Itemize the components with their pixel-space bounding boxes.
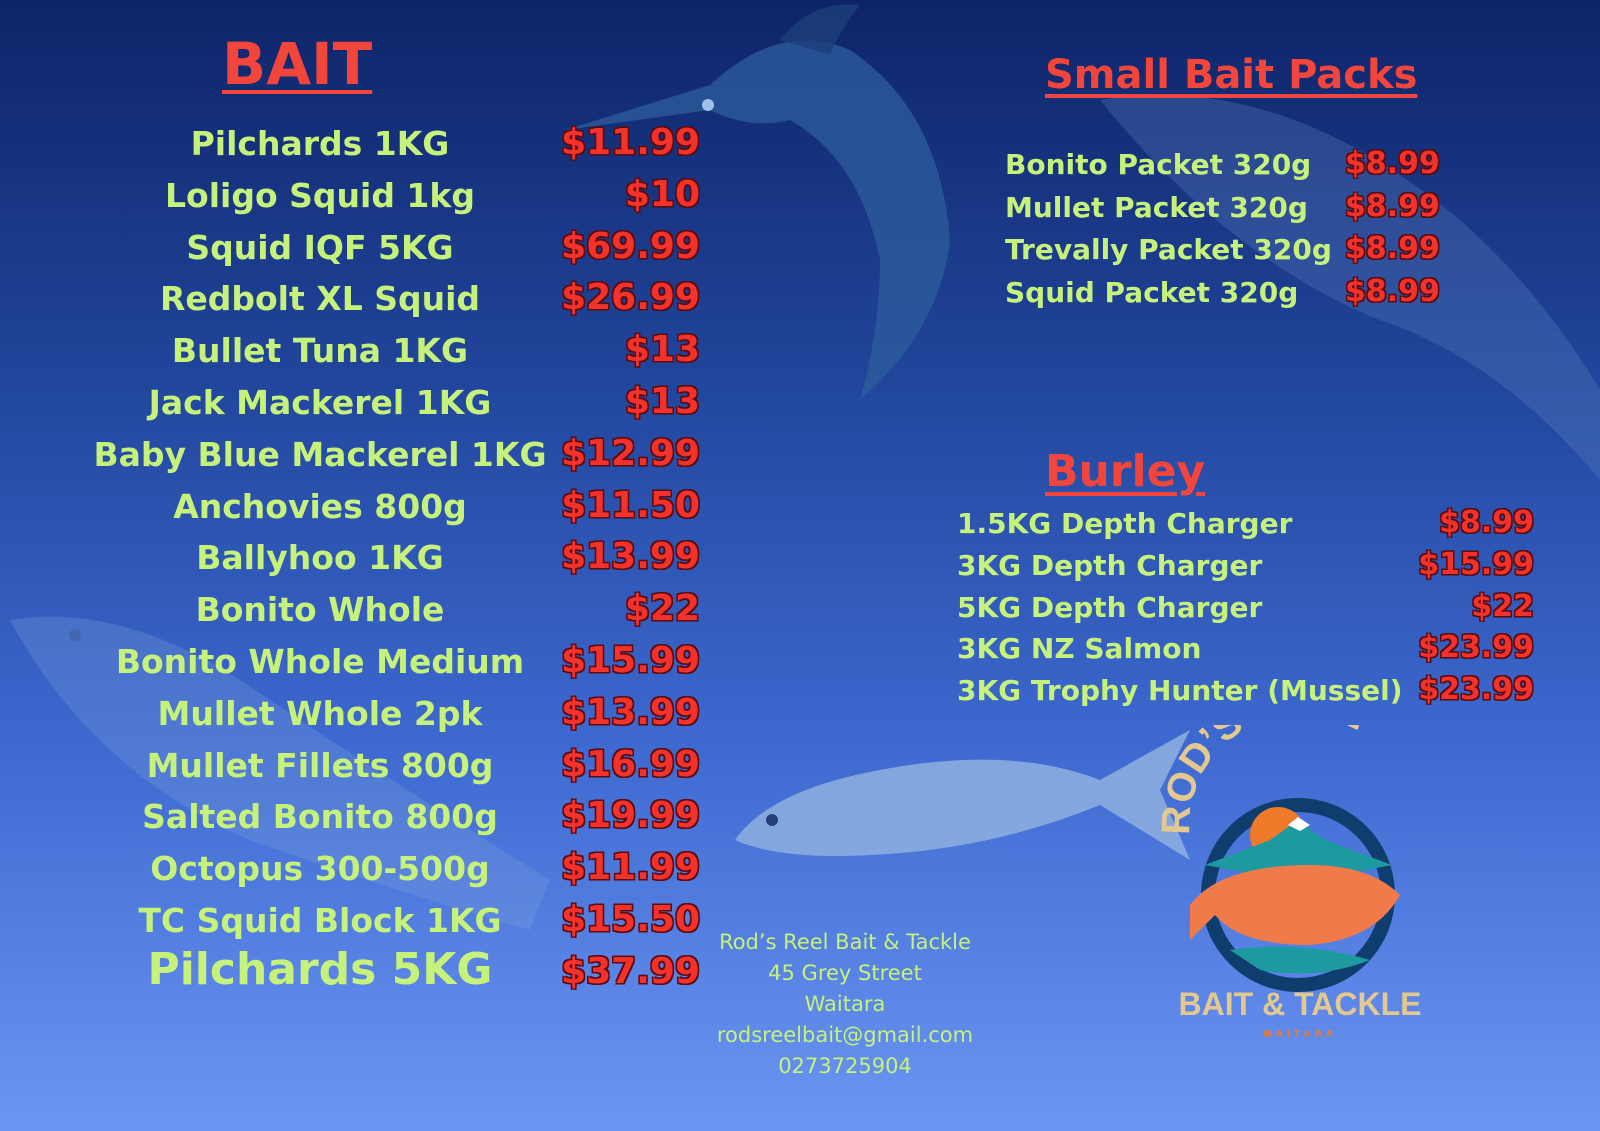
item-name: Ballyhoo 1KG bbox=[196, 538, 444, 578]
item-name: 3KG Depth Charger bbox=[957, 548, 1263, 582]
item-name: Bonito Packet 320g bbox=[1005, 148, 1312, 181]
item-price: $13 bbox=[624, 329, 700, 371]
item-name: Bonito Whole bbox=[195, 590, 445, 630]
item-price: $23.99 bbox=[1418, 672, 1534, 708]
item-price: $16.99 bbox=[561, 743, 700, 785]
item-price: $15.99 bbox=[1418, 546, 1534, 582]
item-price: $8.99 bbox=[1345, 146, 1440, 181]
item-name: Octopus 300-500g bbox=[150, 849, 490, 889]
item-price: $13.99 bbox=[561, 691, 700, 733]
rods-reel-logo: ROD’S REEL BAIT & TACKLE WAITARA bbox=[1160, 725, 1422, 1040]
item-name: Baby Blue Mackerel 1KG bbox=[93, 434, 547, 474]
item-price: $8.99 bbox=[1345, 188, 1440, 224]
item-price: $11.50 bbox=[561, 484, 700, 526]
item-price: $12.99 bbox=[561, 432, 700, 474]
item-price: $22 bbox=[1471, 588, 1534, 624]
item-name: Bonito Whole Medium bbox=[115, 642, 525, 681]
item-price: $15.50 bbox=[561, 899, 700, 940]
background-fish-illustration bbox=[10, 616, 550, 930]
item-price: $13.99 bbox=[561, 536, 700, 578]
item-name: Salted Bonito 800g bbox=[142, 797, 498, 837]
item-name: Squid IQF 5KG bbox=[186, 227, 454, 267]
svg-text:BAIT & TACKLE: BAIT & TACKLE bbox=[1179, 986, 1422, 1022]
item-name: Trevally Packet 320g bbox=[1005, 233, 1332, 266]
phone: 0273725904 bbox=[778, 1054, 912, 1078]
item-price: $22 bbox=[624, 588, 700, 630]
item-name: 1.5KG Depth Charger bbox=[957, 507, 1293, 540]
item-name: Pilchards 1KG bbox=[190, 124, 450, 163]
bait-heading: BAIT bbox=[222, 30, 373, 98]
street-address: 45 Grey Street bbox=[768, 961, 922, 985]
email: rodsreelbait@gmail.com bbox=[716, 1023, 974, 1047]
item-name: Bullet Tuna 1KG bbox=[171, 331, 469, 371]
item-price: $13 bbox=[624, 381, 700, 422]
item-name: Squid Packet 320g bbox=[1005, 275, 1299, 309]
item-name: Pilchards 5KG bbox=[147, 944, 493, 995]
item-name: Anchovies 800g bbox=[173, 486, 467, 526]
item-name: Jack Mackerel 1KG bbox=[148, 383, 492, 422]
town: Waitara bbox=[804, 992, 886, 1016]
item-name: Mullet Packet 320g bbox=[1005, 190, 1308, 224]
fish-illustration bbox=[735, 730, 1190, 860]
business-name: Rod’s Reel Bait & Tackle bbox=[719, 930, 971, 954]
item-name: 5KG Depth Charger bbox=[957, 590, 1263, 624]
item-name: 3KG NZ Salmon bbox=[957, 632, 1202, 666]
item-price: $11.99 bbox=[561, 847, 700, 889]
item-price: $15.99 bbox=[561, 640, 700, 681]
item-price: $11.99 bbox=[561, 122, 700, 163]
burley-heading: Burley bbox=[1045, 446, 1206, 497]
item-price: $8.99 bbox=[1345, 231, 1440, 266]
item-price: $8.99 bbox=[1439, 505, 1534, 540]
item-name: Mullet Fillets 800g bbox=[146, 745, 494, 785]
small-bait-packs-heading: Small Bait Packs bbox=[1045, 52, 1418, 98]
item-price: $10 bbox=[624, 173, 700, 215]
item-price: $69.99 bbox=[561, 225, 700, 267]
item-name: Redbolt XL Squid bbox=[159, 279, 481, 319]
item-name: Mullet Whole 2pk bbox=[157, 693, 483, 733]
item-price: $37.99 bbox=[561, 950, 700, 992]
item-price: $19.99 bbox=[561, 795, 700, 837]
item-name: TC Squid Block 1KG bbox=[138, 901, 502, 940]
item-price: $23.99 bbox=[1418, 630, 1534, 666]
item-name: Loligo Squid 1kg bbox=[165, 175, 475, 215]
item-name: 3KG Trophy Hunter (Mussel) bbox=[957, 674, 1403, 708]
item-price: $8.99 bbox=[1345, 273, 1440, 309]
marlin-illustration bbox=[565, 4, 950, 401]
svg-text:WAITARA: WAITARA bbox=[1263, 1029, 1337, 1040]
tuna-illustration bbox=[1100, 95, 1600, 480]
item-price: $26.99 bbox=[561, 277, 700, 319]
